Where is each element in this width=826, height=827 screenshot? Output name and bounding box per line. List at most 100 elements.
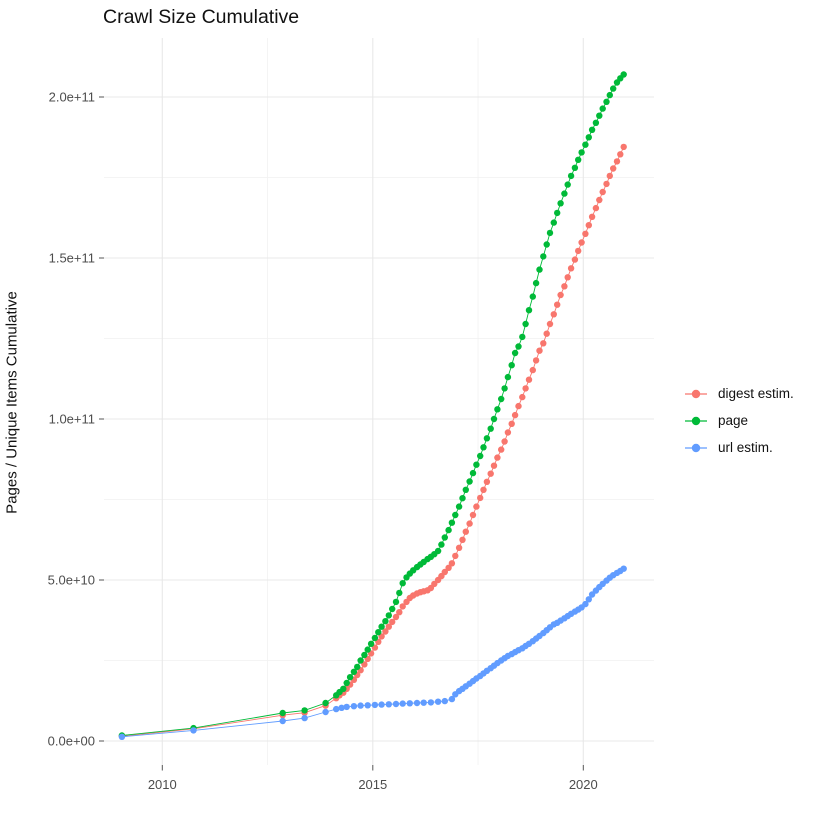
data-point <box>582 141 589 148</box>
data-point <box>466 520 473 527</box>
data-point <box>529 293 536 300</box>
data-point <box>620 71 627 78</box>
data-point <box>585 596 592 603</box>
data-point <box>487 470 494 477</box>
data-point <box>554 209 561 217</box>
data-point <box>575 156 582 163</box>
y-axis-title: Pages / Unique Items Cumulative <box>3 291 21 514</box>
legend-item-page: page <box>684 407 794 434</box>
legend-label: page <box>718 413 749 428</box>
data-point <box>190 727 197 734</box>
data-point <box>473 461 480 468</box>
data-point <box>448 560 456 567</box>
data-point <box>596 196 603 204</box>
data-point <box>338 704 345 711</box>
data-point <box>378 701 385 708</box>
data-point <box>346 674 354 681</box>
data-point <box>322 699 329 707</box>
data-point <box>606 172 613 180</box>
data-point <box>354 663 361 671</box>
data-point <box>504 429 512 436</box>
data-point <box>434 547 442 555</box>
data-point <box>340 685 347 692</box>
data-point <box>445 526 452 534</box>
data-point <box>350 668 358 675</box>
data-point <box>557 200 564 207</box>
data-point <box>441 697 448 705</box>
data-point <box>406 700 413 707</box>
y-tick-label: 2.0e+11 <box>49 90 95 105</box>
data-point <box>592 204 600 212</box>
data-point <box>578 149 585 156</box>
data-point <box>480 444 487 451</box>
data-point <box>350 703 358 710</box>
data-point <box>564 274 571 281</box>
data-point <box>585 222 592 229</box>
data-point <box>571 164 579 171</box>
data-point <box>357 702 364 709</box>
data-point <box>364 646 371 653</box>
data-point <box>399 580 406 587</box>
data-point <box>396 589 403 597</box>
data-point <box>427 699 435 706</box>
data-point <box>434 698 442 705</box>
data-point <box>575 247 582 255</box>
data-point <box>498 395 505 403</box>
data-point <box>490 462 498 469</box>
data-point <box>603 180 610 188</box>
data-point <box>525 307 533 314</box>
data-point <box>480 486 487 493</box>
series-line-digest-estim- <box>121 146 625 737</box>
data-point <box>613 158 621 165</box>
data-point <box>557 291 564 299</box>
data-point <box>420 699 427 706</box>
data-point <box>396 609 403 616</box>
data-point <box>522 385 529 392</box>
data-point <box>448 695 456 703</box>
data-point <box>466 478 473 485</box>
y-tick-label: 1.5e+11 <box>49 251 95 266</box>
data-point <box>455 503 463 510</box>
data-point <box>515 402 522 410</box>
data-point <box>508 420 515 427</box>
data-point <box>536 266 543 273</box>
data-point <box>494 406 501 413</box>
data-point <box>399 700 406 707</box>
data-point <box>382 628 389 635</box>
data-point <box>554 301 561 308</box>
data-point <box>462 528 469 535</box>
data-point <box>490 415 498 423</box>
legend-item-url-estim-: url estim. <box>684 434 794 461</box>
legend: digest estim. page url estim. <box>684 380 794 461</box>
data-point <box>519 333 526 341</box>
data-point <box>564 181 571 188</box>
data-point <box>385 612 392 619</box>
data-point <box>301 707 308 714</box>
data-point <box>543 330 550 337</box>
data-point <box>438 541 445 548</box>
data-point <box>389 618 396 626</box>
data-point <box>617 151 624 158</box>
data-point <box>452 511 459 519</box>
data-point <box>596 112 603 119</box>
data-point <box>529 366 536 374</box>
data-point <box>508 362 515 369</box>
data-point <box>599 105 606 112</box>
data-point <box>378 623 385 630</box>
data-point <box>501 385 508 392</box>
data-point <box>375 629 382 636</box>
data-point <box>532 279 540 287</box>
data-point <box>392 598 400 606</box>
data-point <box>546 229 554 237</box>
data-point <box>364 702 371 709</box>
data-point <box>459 495 466 502</box>
legend-item-digest-estim-: digest estim. <box>684 380 794 407</box>
data-point <box>536 347 543 354</box>
data-point <box>561 190 568 197</box>
data-point <box>498 446 505 453</box>
data-point <box>477 494 484 502</box>
data-point <box>561 283 568 290</box>
data-point <box>511 411 519 419</box>
y-tick-label: 5.0e+10 <box>48 573 95 588</box>
data-point <box>620 565 627 572</box>
